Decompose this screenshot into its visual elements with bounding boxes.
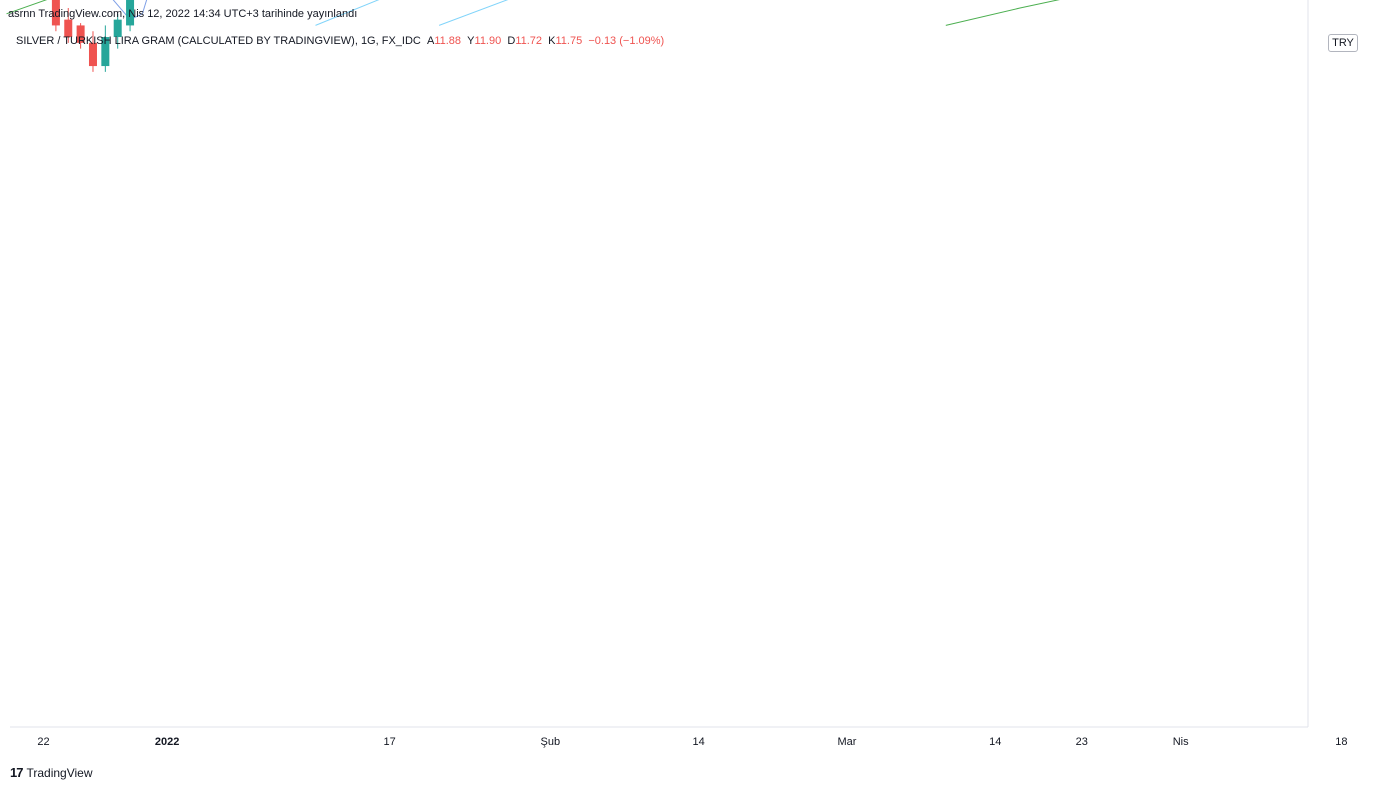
x-axis-tick-label: 18 — [1335, 736, 1347, 748]
moving-average-line — [438, 0, 509, 26]
publish-info: asrnn TradingView.com, Nis 12, 2022 14:3… — [8, 8, 358, 20]
candle-body — [51, 0, 60, 26]
symbol-name: SILVER / TURKISH LIRA GRAM (CALCULATED B… — [16, 35, 421, 47]
open-label: A — [426, 35, 435, 47]
x-axis-tick-label: 17 — [383, 736, 395, 748]
low-label: D — [507, 35, 516, 47]
x-axis-tick-label: 14 — [989, 736, 1001, 748]
x-axis-tick-label: 22 — [37, 736, 49, 748]
close-label: K — [548, 35, 556, 47]
candle-body — [64, 19, 73, 38]
tradingview-logo-text: TradingView — [26, 765, 93, 780]
candle-body — [126, 0, 135, 26]
x-axis-tick-label: Mar — [837, 736, 856, 748]
open-value: 11.88 — [434, 35, 462, 47]
x-axis-tick-label: 14 — [692, 736, 704, 748]
candle-body — [76, 25, 85, 43]
candle-body — [101, 37, 110, 67]
high-label: Y — [467, 35, 475, 47]
tradingview-logo[interactable]: 17 TradingView — [10, 765, 93, 780]
high-value: 11.90 — [474, 35, 502, 47]
x-axis-tick-label: 23 — [1076, 736, 1088, 748]
long-ema-line — [945, 0, 1060, 26]
change-value: −0.13 (−1.09%) — [588, 35, 665, 47]
low-value: 11.72 — [515, 35, 543, 47]
moving-average-line — [315, 0, 380, 26]
x-axis-tick-label: 2022 — [155, 736, 179, 748]
candles — [51, 0, 135, 72]
candle-body — [88, 42, 97, 67]
candle-body — [113, 19, 122, 38]
symbol-legend: SILVER / TURKISH LIRA GRAM (CALCULATED B… — [16, 35, 664, 47]
x-axis-tick-label: Nis — [1173, 736, 1189, 748]
tenkan-line — [112, 0, 148, 21]
x-axis-tick-label: Şub — [541, 736, 561, 748]
close-value: 11.75 — [555, 35, 583, 47]
currency-button[interactable]: TRY — [1328, 34, 1358, 52]
tradingview-logo-icon: 17 — [10, 765, 24, 780]
